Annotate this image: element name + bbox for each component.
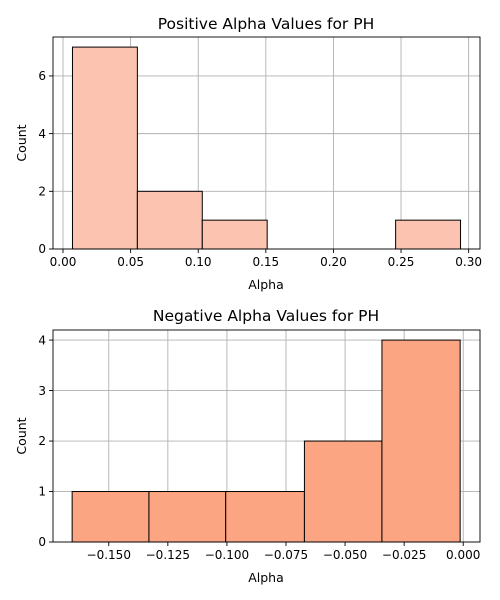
x-tick-label: −0.050 bbox=[323, 548, 367, 562]
chart-title: Negative Alpha Values for PH bbox=[153, 307, 379, 325]
histogram-bar bbox=[136, 190, 203, 250]
y-axis-label: Count bbox=[14, 124, 29, 161]
y-axis-label: Count bbox=[14, 417, 29, 454]
x-tick-label: −0.150 bbox=[87, 548, 131, 562]
histogram-bar bbox=[148, 491, 227, 543]
y-tick-label: 3 bbox=[38, 384, 46, 398]
axes-frame bbox=[52, 329, 481, 543]
y-tick-label: 4 bbox=[38, 333, 46, 347]
x-tick-label: −0.100 bbox=[205, 548, 249, 562]
y-tick-label: 6 bbox=[38, 69, 46, 83]
histogram-bar bbox=[201, 219, 268, 250]
histogram-bar bbox=[381, 339, 461, 543]
x-tick-label: 0.30 bbox=[455, 255, 482, 269]
x-tick-label: −0.025 bbox=[382, 548, 426, 562]
x-tick-label: 0.20 bbox=[320, 255, 347, 269]
positive-alpha-chart: Positive Alpha Values for PH 0.00 0.05 0.1… bbox=[14, 15, 482, 292]
y-tick-label: 0 bbox=[38, 535, 46, 549]
histogram-bar bbox=[225, 491, 305, 543]
plot-area: −0.150 −0.125 −0.100 −0.075 −0.050 −0.025 0.00… bbox=[38, 329, 481, 562]
x-tick-label: 0.10 bbox=[185, 255, 212, 269]
x-tick-label: 0.05 bbox=[117, 255, 144, 269]
x-tick-label: −0.125 bbox=[146, 548, 190, 562]
y-tick-label: 1 bbox=[38, 485, 46, 499]
x-axis-label: Alpha bbox=[248, 570, 284, 585]
histogram-bar bbox=[303, 440, 383, 543]
y-tick-label: 2 bbox=[38, 185, 46, 199]
axes-frame bbox=[52, 36, 481, 250]
histogram-bar bbox=[395, 219, 462, 250]
histogram-bar bbox=[71, 491, 150, 543]
chart-title: Positive Alpha Values for PH bbox=[158, 15, 375, 33]
y-tick-label: 2 bbox=[38, 434, 46, 448]
x-tick-label: 0.000 bbox=[446, 548, 480, 562]
x-tick-label: −0.075 bbox=[264, 548, 308, 562]
x-tick-label: 0.15 bbox=[252, 255, 279, 269]
y-tick-label: 0 bbox=[38, 242, 46, 256]
plot-area: 0.00 0.05 0.10 0.15 0.20 0.25 0.30 0 2 4 6 bbox=[38, 36, 482, 269]
x-axis-label: Alpha bbox=[248, 277, 284, 292]
x-tick-label: 0.25 bbox=[388, 255, 415, 269]
x-tick-label: 0.00 bbox=[50, 255, 77, 269]
histogram-bar bbox=[71, 46, 138, 250]
y-tick-label: 4 bbox=[38, 127, 46, 141]
negative-alpha-chart: Negative Alpha Values for PH −0.150 −0.12… bbox=[14, 307, 481, 585]
